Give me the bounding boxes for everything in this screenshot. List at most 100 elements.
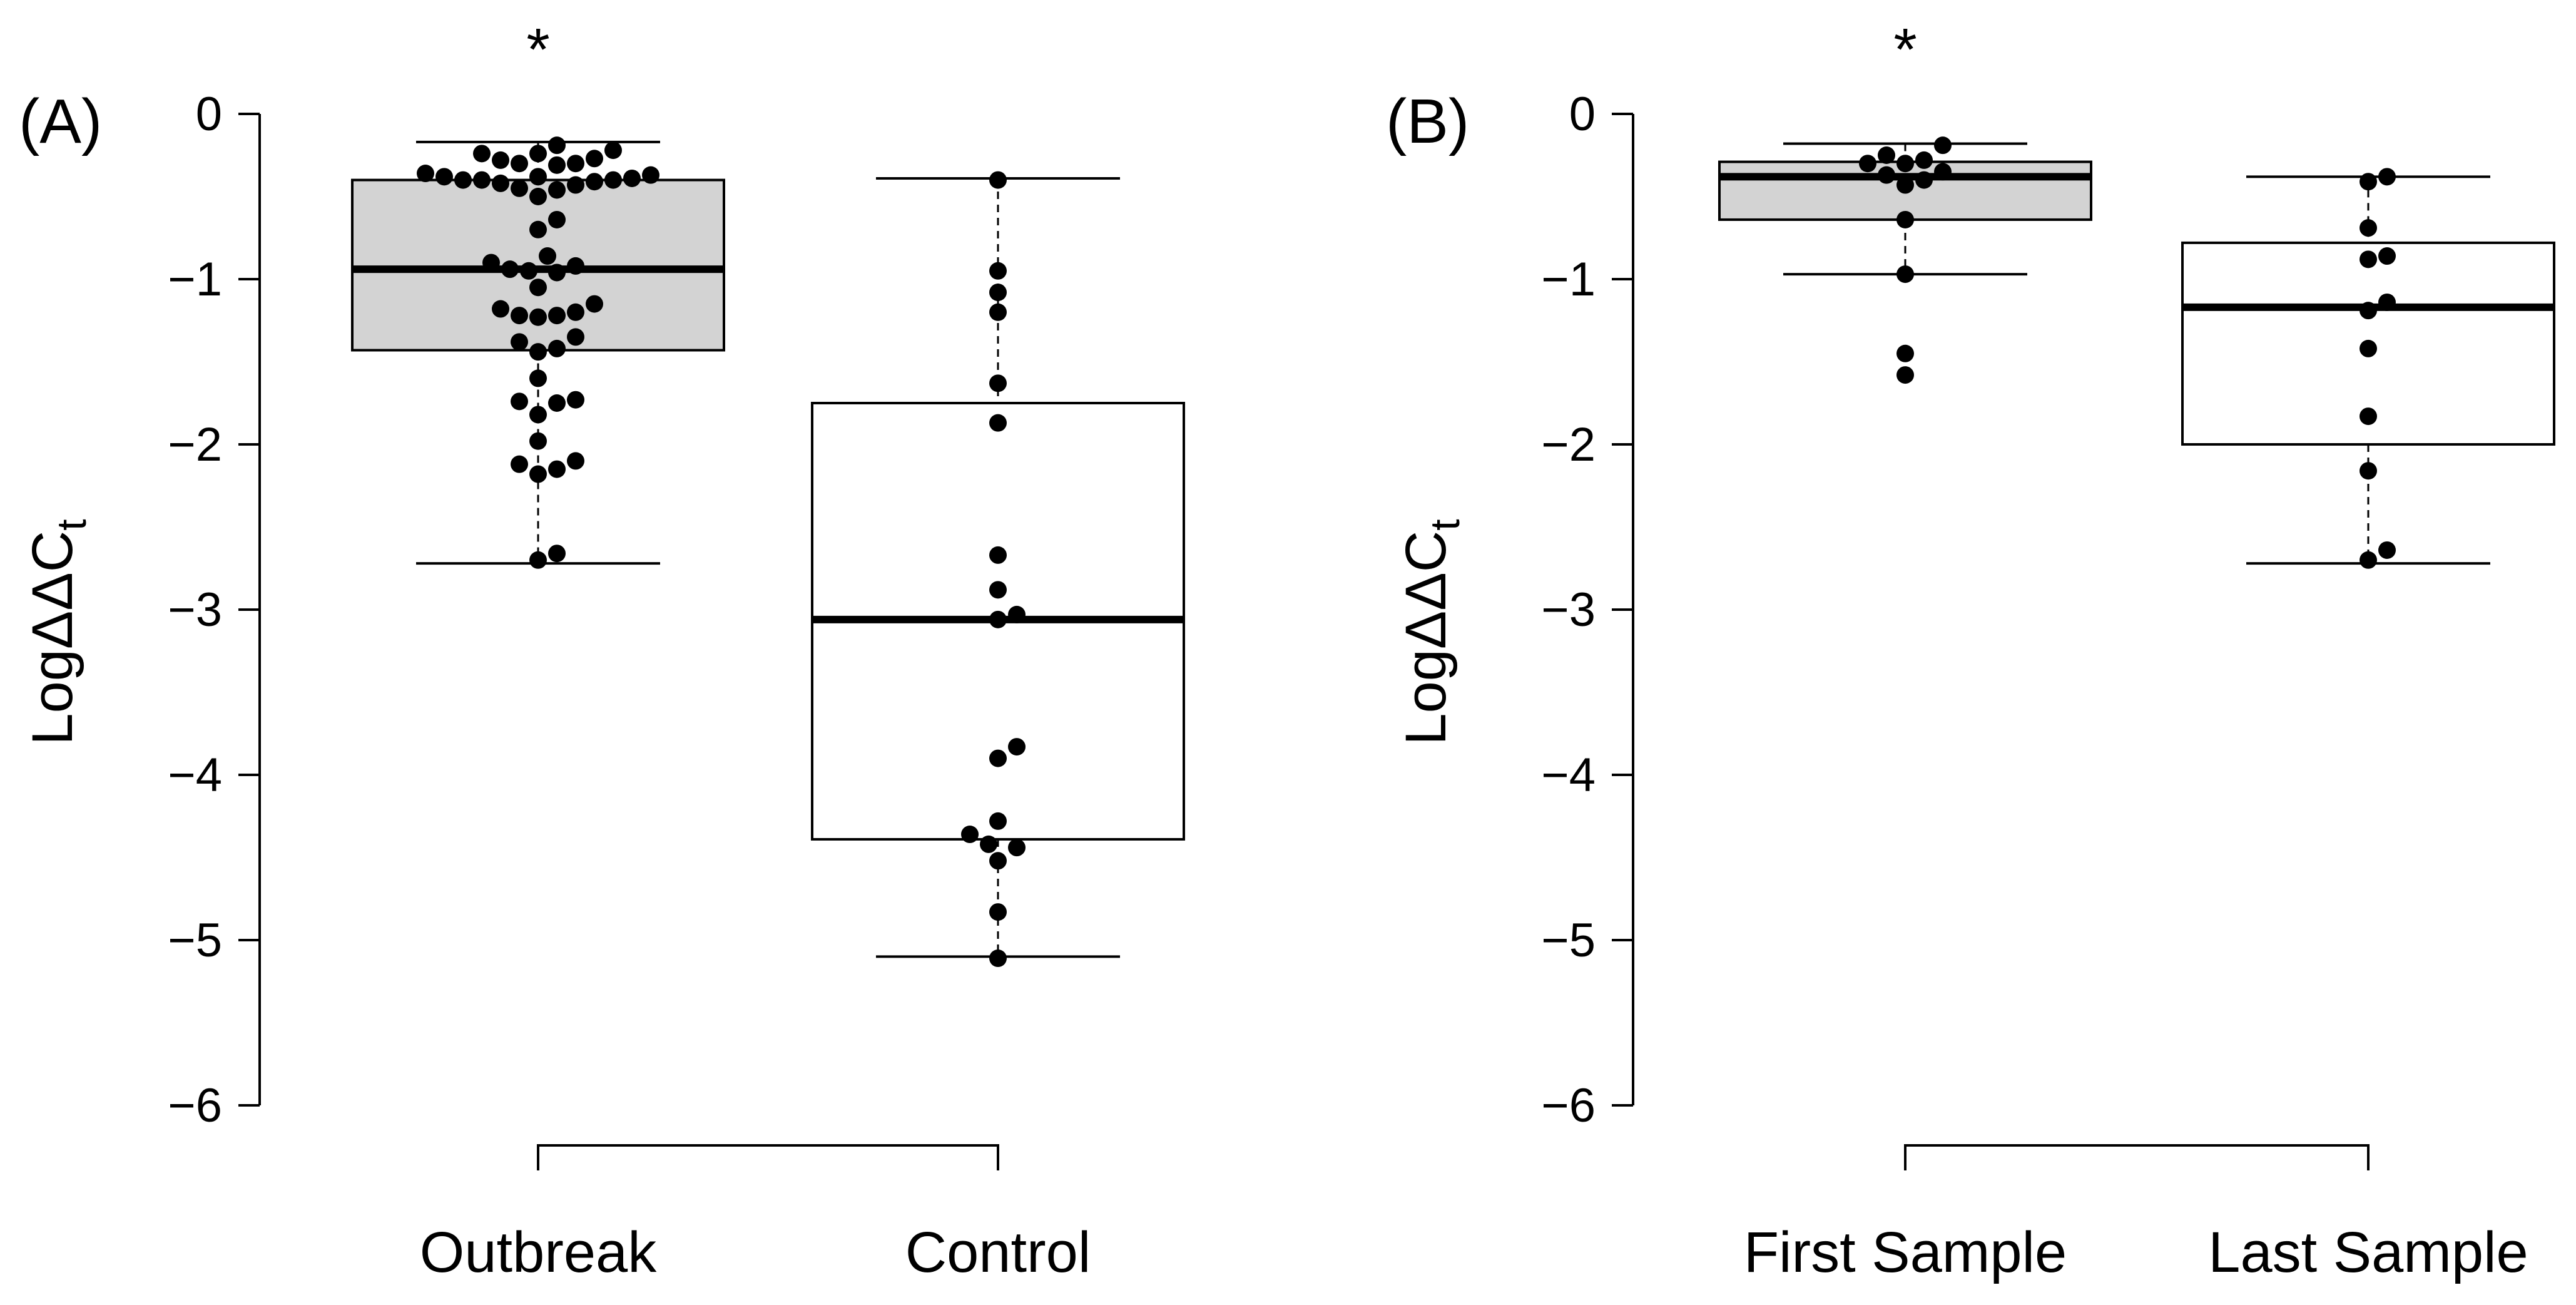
- panel-b: 0 −1 −2 −3 −4 −5 −6 LogΔΔCt (B) * First Sample Last…: [1386, 16, 2555, 1284]
- data-point: [586, 295, 603, 313]
- data-point: [989, 903, 1007, 921]
- y-tick-label: −4: [168, 749, 222, 802]
- x-axis-bracket: [537, 1144, 999, 1170]
- data-point: [454, 171, 472, 189]
- data-point: [492, 151, 509, 169]
- data-point: [548, 181, 566, 199]
- data-point: [989, 546, 1007, 564]
- y-tick-label: 0: [1569, 88, 1596, 141]
- data-point: [492, 174, 509, 192]
- data-point: [529, 220, 547, 238]
- data-point: [548, 156, 566, 174]
- data-point: [2360, 250, 2377, 269]
- data-point: [529, 432, 547, 450]
- y-axis-label: LogΔΔCt: [21, 519, 94, 745]
- data-point: [2360, 551, 2377, 569]
- x-axis-bracket: [1904, 1144, 2370, 1170]
- data-point: [989, 852, 1007, 870]
- data-point: [539, 247, 556, 265]
- data-point: [642, 166, 659, 184]
- data-point: [567, 452, 584, 470]
- x-category-label: Last Sample: [2208, 1221, 2528, 1284]
- panel-label: (B): [1386, 86, 1469, 156]
- panel-a: 0 −1 −2 −3 −4 −5 −6 LogΔΔCt (A) * Outbreak Control: [19, 16, 1185, 1284]
- y-tick-label: −6: [1541, 1079, 1596, 1132]
- data-point: [1008, 605, 1026, 623]
- y-axis-label-subscript: t: [1422, 519, 1468, 530]
- significance-marker: *: [526, 16, 549, 83]
- data-point: [435, 168, 453, 186]
- data-point: [1896, 176, 1914, 194]
- data-point: [1934, 136, 1952, 155]
- y-tick-label: −3: [1541, 583, 1596, 637]
- data-point: [511, 392, 528, 411]
- data-point: [567, 257, 584, 275]
- data-point: [2360, 462, 2377, 480]
- data-point: [989, 949, 1007, 968]
- panel-label: (A): [19, 86, 102, 156]
- data-point: [548, 460, 566, 478]
- data-point: [1896, 155, 1914, 173]
- data-point: [2378, 247, 2396, 265]
- data-point: [511, 307, 528, 325]
- data-point: [2378, 293, 2396, 311]
- data-point: [989, 749, 1007, 767]
- data-point: [417, 165, 434, 183]
- data-point: [989, 284, 1007, 302]
- data-point: [1008, 839, 1026, 857]
- x-category-label: Control: [905, 1221, 1091, 1284]
- y-tick-label: −2: [1541, 418, 1596, 471]
- data-point: [2360, 407, 2377, 426]
- data-point: [1896, 366, 1914, 384]
- y-tick-label: −2: [168, 418, 222, 471]
- data-point: [1915, 171, 1933, 189]
- data-point: [548, 339, 566, 357]
- data-point: [989, 414, 1007, 432]
- data-point: [1859, 155, 1876, 173]
- data-point: [586, 173, 603, 191]
- y-axis-label-subscript: t: [48, 519, 94, 530]
- data-point: [529, 369, 547, 387]
- y-tick-label: −1: [1541, 253, 1596, 306]
- data-point: [989, 303, 1007, 321]
- y-tick-label: −6: [168, 1079, 222, 1132]
- data-point: [989, 581, 1007, 599]
- data-point: [567, 155, 584, 173]
- data-point: [567, 303, 584, 321]
- data-point: [1878, 166, 1895, 184]
- data-point: [2360, 173, 2377, 191]
- y-tick-label: −5: [1541, 914, 1596, 967]
- y-axis-label-main: LogΔΔC: [1394, 531, 1458, 745]
- data-point: [482, 253, 500, 272]
- data-point: [529, 145, 547, 163]
- y-tick-label: −5: [168, 914, 222, 967]
- data-point: [501, 260, 519, 279]
- data-point: [548, 210, 566, 228]
- data-point: [1896, 344, 1914, 362]
- y-axis-label-main: LogΔΔC: [21, 531, 84, 745]
- data-point: [2360, 339, 2377, 357]
- data-point: [604, 141, 622, 160]
- data-point: [492, 300, 509, 318]
- data-point: [989, 374, 1007, 392]
- data-point: [989, 812, 1007, 830]
- data-point: [548, 394, 566, 412]
- y-tick-label: −1: [168, 253, 222, 306]
- y-tick-label: −4: [1541, 749, 1596, 802]
- data-point: [548, 136, 566, 155]
- data-point: [567, 391, 584, 409]
- data-point: [1915, 151, 1933, 169]
- data-point: [989, 610, 1007, 628]
- x-category-label: Outbreak: [420, 1221, 657, 1284]
- data-point: [548, 264, 566, 282]
- data-point: [511, 455, 528, 473]
- data-point: [529, 406, 547, 424]
- significance-marker: *: [1893, 16, 1917, 83]
- data-point: [2378, 541, 2396, 559]
- data-point: [1878, 146, 1895, 164]
- data-point: [1008, 738, 1026, 756]
- data-point: [511, 179, 528, 197]
- data-point: [473, 145, 491, 163]
- y-tick-label: 0: [196, 88, 222, 141]
